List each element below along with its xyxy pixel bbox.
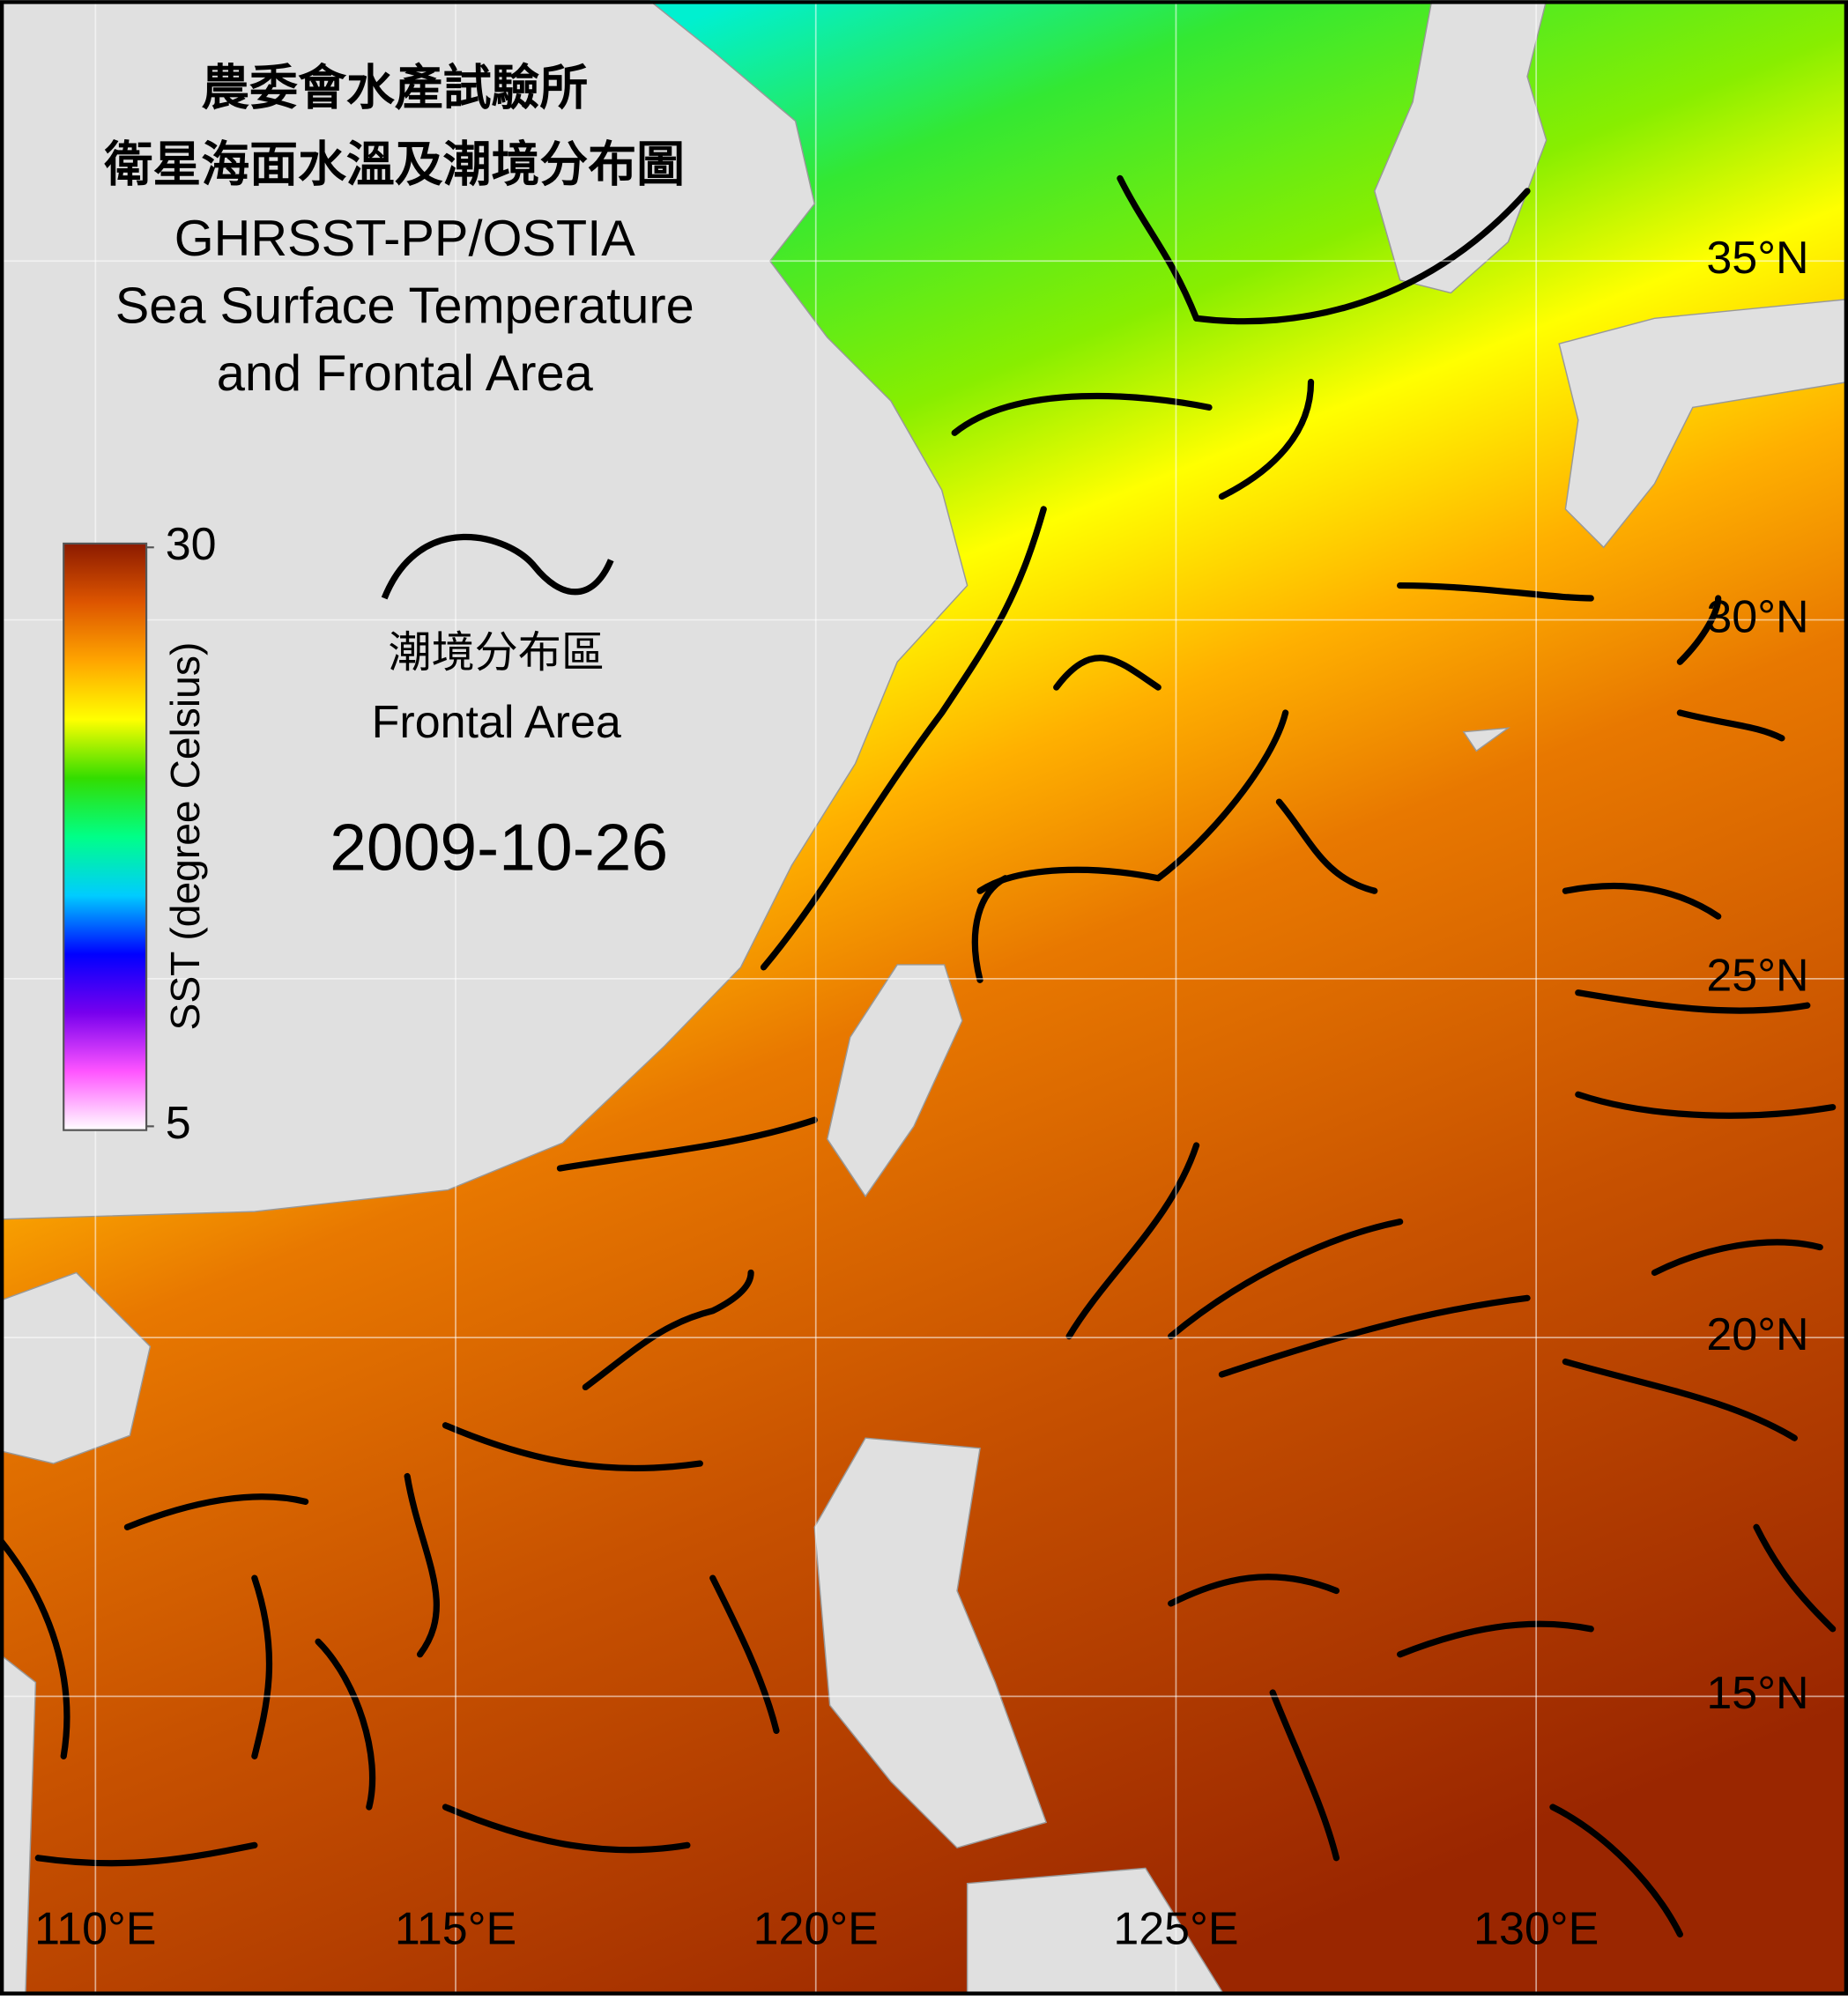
lat-label: 25°N <box>1706 951 1808 1002</box>
title-line: 衛星海面水溫及潮境分布圖 <box>103 137 685 191</box>
colorbar: SST (degree Celsius) 5 30 <box>63 519 217 1149</box>
legend-symbol <box>381 533 614 600</box>
lon-label: 115°E <box>395 1903 516 1954</box>
title-line: and Frontal Area <box>217 345 594 402</box>
colorbar-label: SST (degree Celsius) <box>162 642 208 1031</box>
title: 農委會水產試驗所 衛星海面水溫及潮境分布圖 GHRSST-PP/OSTIA Se… <box>103 61 694 402</box>
colorbar-tick-label: 30 <box>166 519 217 570</box>
title-line: Sea Surface Temperature <box>115 278 694 334</box>
lon-label: 125°E <box>1113 1903 1238 1954</box>
legend-label: Frontal Area <box>372 697 621 748</box>
lat-label: 15°N <box>1706 1668 1808 1719</box>
lon-label: 130°E <box>1473 1903 1599 1954</box>
lon-label: 120°E <box>753 1903 879 1954</box>
colorbar-tick-label: 5 <box>166 1098 191 1149</box>
legend-label: 潮境分布區 <box>389 629 605 677</box>
lat-label: 20°N <box>1706 1309 1808 1360</box>
colorbar-scale <box>63 542 148 1131</box>
lat-label: 30°N <box>1706 591 1808 642</box>
legend: 潮境分布區 Frontal Area <box>372 533 621 748</box>
date: 2009-10-26 <box>330 811 668 885</box>
lon-label: 110°E <box>34 1903 156 1954</box>
title-line: GHRSST-PP/OSTIA <box>174 211 636 267</box>
lat-label: 35°N <box>1706 233 1808 284</box>
title-line: 農委會水產試驗所 <box>201 61 588 115</box>
